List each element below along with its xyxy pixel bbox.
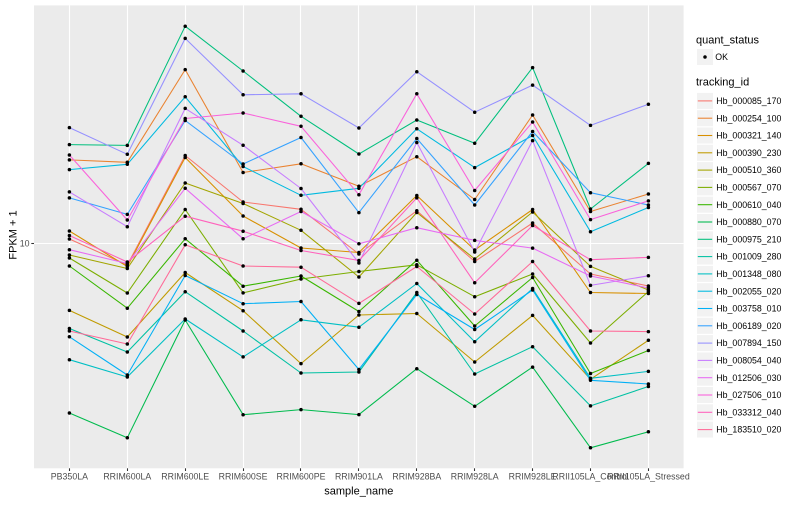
svg-text:RRIM600SE: RRIM600SE [219, 472, 268, 482]
svg-text:Hb_000321_140: Hb_000321_140 [716, 131, 781, 141]
svg-text:RRIM600PE: RRIM600PE [277, 472, 326, 482]
svg-text:Hb_000390_230: Hb_000390_230 [716, 148, 781, 158]
svg-text:OK: OK [715, 52, 728, 62]
svg-text:RRIM600LA: RRIM600LA [103, 472, 151, 482]
svg-text:Hb_033312_040: Hb_033312_040 [716, 407, 781, 417]
svg-text:RRIM600LE: RRIM600LE [161, 472, 209, 482]
svg-text:Hb_006189_020: Hb_006189_020 [716, 321, 781, 331]
svg-text:Hb_007894_150: Hb_007894_150 [716, 338, 781, 348]
svg-text:quant_status: quant_status [696, 35, 759, 47]
svg-text:RRIM928LE: RRIM928LE [509, 472, 557, 482]
svg-text:RRII105LA_Stressed: RRII105LA_Stressed [607, 472, 690, 482]
svg-text:Hb_000085_170: Hb_000085_170 [716, 96, 781, 106]
svg-text:sample_name: sample_name [324, 486, 393, 498]
svg-text:Hb_008054_040: Hb_008054_040 [716, 356, 781, 366]
svg-text:Hb_183510_020: Hb_183510_020 [716, 425, 781, 435]
svg-text:Hb_001348_080: Hb_001348_080 [716, 269, 781, 279]
svg-text:Hb_003758_010: Hb_003758_010 [716, 304, 781, 314]
svg-text:RRIM901LA: RRIM901LA [335, 472, 383, 482]
svg-text:Hb_000880_070: Hb_000880_070 [716, 217, 781, 227]
svg-text:Hb_001009_280: Hb_001009_280 [716, 252, 781, 262]
svg-text:Hb_012506_030: Hb_012506_030 [716, 373, 781, 383]
svg-text:Hb_000975_210: Hb_000975_210 [716, 234, 781, 244]
svg-text:Hb_002055_020: Hb_002055_020 [716, 286, 781, 296]
svg-text:tracking_id: tracking_id [696, 76, 749, 88]
svg-text:RRII105LA_Control: RRII105LA_Control [552, 472, 628, 482]
svg-text:Hb_027506_010: Hb_027506_010 [716, 390, 781, 400]
svg-text:10: 10 [20, 239, 30, 249]
svg-text:PB350LA: PB350LA [51, 472, 88, 482]
svg-text:Hb_000510_360: Hb_000510_360 [716, 165, 781, 175]
svg-text:RRIM928BA: RRIM928BA [392, 472, 441, 482]
svg-text:Hb_000567_070: Hb_000567_070 [716, 183, 781, 193]
svg-text:Hb_000610_040: Hb_000610_040 [716, 200, 781, 210]
svg-text:Hb_000254_100: Hb_000254_100 [716, 113, 781, 123]
svg-text:FPKM + 1: FPKM + 1 [8, 210, 20, 259]
svg-text:RRIM928LA: RRIM928LA [451, 472, 499, 482]
